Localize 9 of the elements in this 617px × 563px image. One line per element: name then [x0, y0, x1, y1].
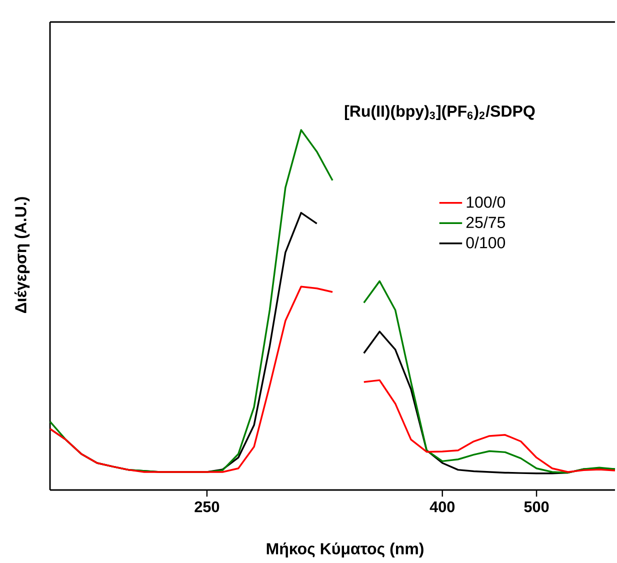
x-axis-title: Μήκος Κύματος (nm): [266, 542, 424, 558]
legend-label: 100/0: [466, 196, 506, 208]
legend-title: [Ru(II)(bpy)$_{3}$](PF$_{6}$)$_{2}$/SDPQ: [344, 105, 535, 120]
legend-label: 0/100: [466, 236, 506, 248]
x-tick-label: 500: [524, 501, 549, 512]
x-tick-label: 400: [430, 501, 455, 512]
x-tick-label: 250: [194, 501, 220, 512]
y-axis-title: Διέγερση (A.U.): [14, 197, 30, 314]
legend-label: 25/75: [466, 216, 505, 228]
